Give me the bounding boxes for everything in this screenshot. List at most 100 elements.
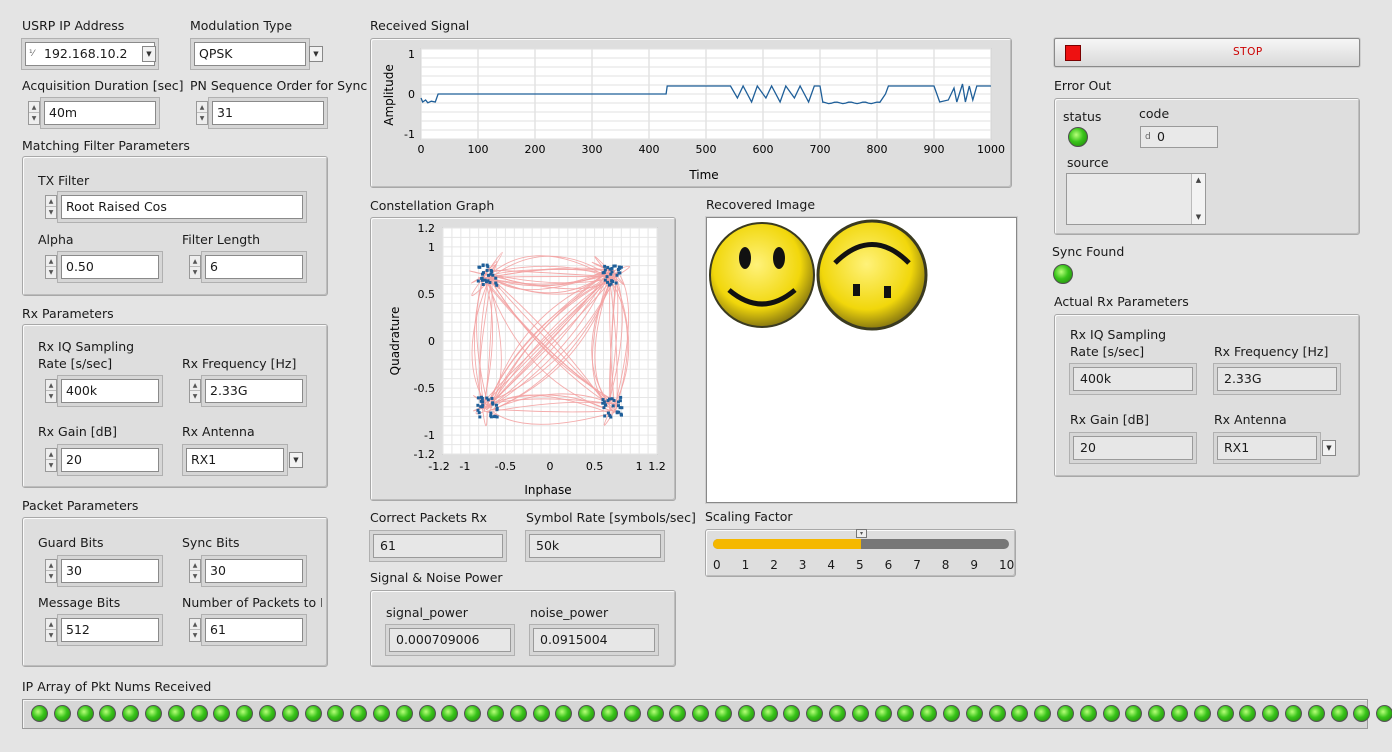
- rx-frequency-stepper[interactable]: ▲ ▼: [189, 379, 201, 403]
- trace-segment: [475, 402, 484, 415]
- constellation-point: [479, 399, 483, 403]
- stop-button[interactable]: STOP: [1054, 38, 1360, 67]
- error-out-cluster: status code d 0 source ▲ ▼: [1054, 98, 1360, 235]
- constellation-point: [602, 406, 606, 410]
- pkt-led: [1102, 705, 1120, 722]
- constellation-point: [610, 270, 614, 274]
- x-tick-label: 500: [696, 143, 717, 156]
- modulation-dropdown-button[interactable]: ▼: [309, 46, 323, 62]
- matching-filter-panel: TX Filter ▲ ▼ Root Raised Cos Alpha ▲ ▼ 0.…: [22, 156, 328, 296]
- slider-tick-label: 2: [770, 558, 778, 572]
- slider-tick-label: 0: [713, 558, 721, 572]
- trace-segment: [473, 395, 493, 409]
- constellation-point: [476, 408, 480, 412]
- sync-bits-stepper[interactable]: ▲ ▼: [189, 559, 201, 583]
- pkt-led: [1193, 705, 1211, 722]
- constellation-graph: 1.2 1 0.5 0 -0.5 -1 -1.2 -1.2 -1 -0.5 0 0.5 1 1.2 Qu…: [370, 217, 676, 501]
- trace-segment: [483, 278, 616, 404]
- trace-segment: [481, 407, 488, 427]
- acq-duration-stepper[interactable]: ▲ ▼: [28, 101, 40, 125]
- pkt-led: [555, 705, 573, 722]
- rx-frequency-label: Rx Frequency [Hz]: [182, 356, 297, 371]
- x-tick-label: 0.5: [586, 460, 604, 473]
- scaling-factor-slider[interactable]: ▾ 0 1 2 3 4 5 6 7 8 9 10: [705, 529, 1016, 577]
- acq-duration-field[interactable]: 40m: [44, 101, 156, 125]
- tx-filter-stepper[interactable]: ▲ ▼: [45, 195, 57, 219]
- received-x-ticks: 0 100 200 300 400 500 600 700 800 900 1000: [418, 143, 1006, 156]
- constellation-point: [483, 278, 487, 282]
- constellation-point: [481, 263, 485, 267]
- message-bits-label: Message Bits: [38, 595, 121, 610]
- x-tick-label: 100: [468, 143, 489, 156]
- pn-order-stepper[interactable]: ▲ ▼: [196, 101, 208, 125]
- pkt-led: [259, 705, 276, 722]
- usrp-ip-field[interactable]: ⅟ 192.168.10.2: [25, 42, 155, 66]
- error-status-led: [1068, 127, 1088, 147]
- x-tick-label: 700: [810, 143, 831, 156]
- constellation-point: [610, 397, 614, 401]
- rx-gain-label: Rx Gain [dB]: [38, 424, 118, 439]
- rx-gain-field[interactable]: 20: [61, 448, 159, 472]
- trace-segment: [488, 269, 608, 287]
- constellation-point: [604, 403, 608, 407]
- y-tick-label: -1.2: [414, 448, 435, 461]
- y-tick-label: 1: [408, 48, 415, 61]
- rx-gain-stepper[interactable]: ▲ ▼: [45, 448, 57, 472]
- constellation-title: Constellation Graph: [370, 198, 495, 213]
- constellation-point: [620, 406, 624, 410]
- slider-track[interactable]: [713, 539, 1009, 549]
- packet-parameters-panel: Guard Bits ▲ ▼ 30 Sync Bits ▲ ▼ 30 Message…: [22, 517, 328, 667]
- constellation-svg: 1.2 1 0.5 0 -0.5 -1 -1.2 -1.2 -1 -0.5 0 0.5 1 1.2 Qu…: [388, 222, 666, 497]
- rx-antenna-select[interactable]: RX1: [186, 448, 284, 472]
- received-signal-graph: 1 0 -1 0 100 200 300 400 500 600 700 800 900 1000 Am…: [370, 38, 1012, 188]
- guard-bits-stepper[interactable]: ▲ ▼: [45, 559, 57, 583]
- slider-thumb[interactable]: ▾: [856, 529, 867, 538]
- trace-segment: [487, 251, 503, 273]
- filter-length-field[interactable]: 6: [205, 255, 303, 279]
- guard-bits-field[interactable]: 30: [61, 559, 159, 583]
- rx-antenna-dropdown-button[interactable]: ▼: [289, 452, 303, 468]
- constellation-point: [489, 411, 493, 415]
- slider-tick-label: 5: [856, 558, 864, 572]
- alpha-field[interactable]: 0.50: [61, 255, 159, 279]
- trace-segment: [608, 276, 628, 413]
- pkt-led: [1148, 705, 1166, 722]
- pn-order-field[interactable]: 31: [212, 101, 324, 125]
- constellation-point: [477, 411, 481, 415]
- received-x-axis-label: Time: [688, 168, 718, 182]
- y-tick-label: 0: [408, 88, 415, 101]
- constellation-point: [478, 415, 482, 419]
- x-tick-label: 400: [639, 143, 660, 156]
- message-bits-stepper[interactable]: ▲ ▼: [45, 618, 57, 642]
- num-packets-stepper[interactable]: ▲ ▼: [189, 618, 201, 642]
- usrp-ip-dropdown-button[interactable]: ▼: [142, 46, 156, 62]
- modulation-select[interactable]: QPSK: [194, 42, 306, 66]
- rx-frequency-field[interactable]: 2.33G: [205, 379, 303, 403]
- rx-rate-stepper[interactable]: ▲ ▼: [45, 379, 57, 403]
- pkt-led: [943, 705, 960, 722]
- trace-segment: [488, 274, 610, 285]
- scaling-factor-label: Scaling Factor: [705, 509, 793, 524]
- actual-antenna-label: Rx Antenna: [1214, 412, 1287, 427]
- alpha-stepper[interactable]: ▲ ▼: [45, 255, 57, 279]
- pkt-led: [715, 705, 732, 722]
- rx-parameters-label: Rx Parameters: [22, 306, 114, 321]
- trace-segment: [607, 280, 623, 406]
- smiley-face-1: [709, 222, 815, 328]
- symbol-rate-indicator: 50k: [529, 534, 661, 558]
- pkt-led: [327, 705, 345, 722]
- source-scrollbar[interactable]: ▲ ▼: [1191, 174, 1205, 224]
- constellation-point: [619, 395, 623, 399]
- tx-filter-select[interactable]: Root Raised Cos: [61, 195, 303, 219]
- message-bits-field[interactable]: 512: [61, 618, 159, 642]
- filter-length-stepper[interactable]: ▲ ▼: [189, 255, 201, 279]
- constellation-point: [614, 281, 618, 285]
- pkt-led: [1239, 705, 1257, 722]
- pkt-led: [1079, 705, 1097, 722]
- error-source-textbox[interactable]: ▲ ▼: [1066, 173, 1206, 225]
- constellation-point: [612, 398, 616, 402]
- pkt-led: [1376, 705, 1392, 722]
- rx-rate-field[interactable]: 400k: [61, 379, 159, 403]
- sync-bits-field[interactable]: 30: [205, 559, 303, 583]
- num-packets-field[interactable]: 61: [205, 618, 303, 642]
